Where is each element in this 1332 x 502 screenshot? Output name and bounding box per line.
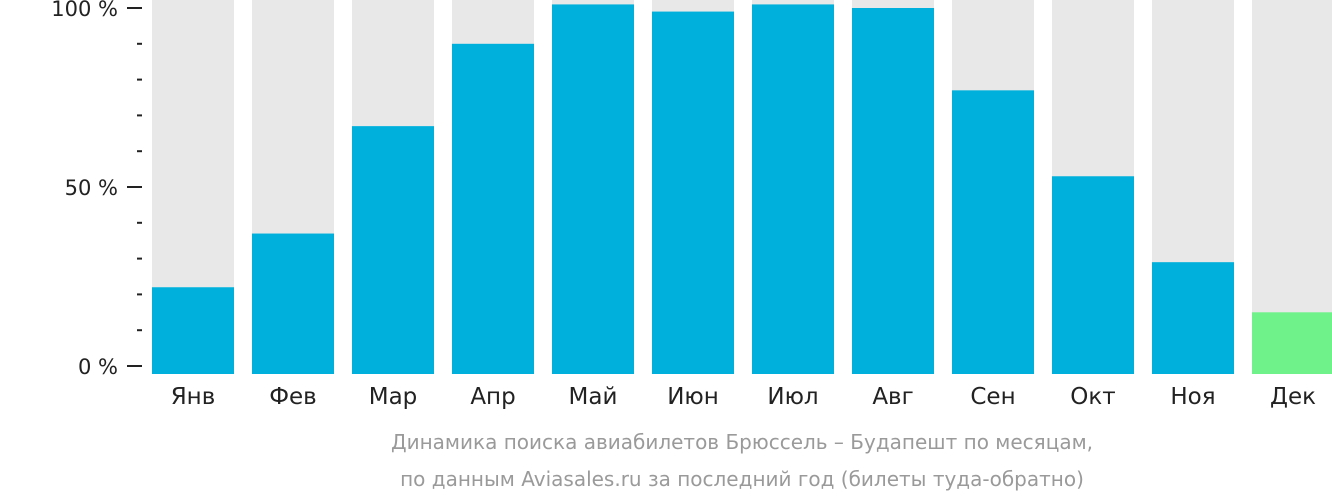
x-tick-label-10: Окт	[1070, 384, 1115, 410]
bar-chart: Янв Фев Мар Апр Май Июн Июл Авг Сен Окт Ноя Дек 100 …	[51, 0, 1332, 410]
bar-7	[752, 4, 834, 374]
x-tick-label-9: Сен	[970, 384, 1015, 410]
bar-4	[452, 43, 534, 375]
bar-6	[652, 11, 734, 375]
bar-8	[852, 8, 934, 374]
x-tick-label-1: Янв	[171, 384, 216, 410]
y-tick-label-50: 50 %	[65, 176, 118, 200]
x-tick-label-8: Авг	[872, 384, 913, 410]
bar-2	[252, 233, 334, 374]
x-tick-label-2: Фев	[269, 384, 317, 410]
y-tick-label-100: 100 %	[51, 0, 118, 21]
x-tick-label-7: Июл	[767, 384, 818, 410]
bar-11	[1152, 262, 1234, 374]
x-tick-label-4: Апр	[470, 384, 515, 410]
bar-3	[352, 126, 434, 374]
chart-caption-line-1: Динамика поиска авиабилетов Брюссель – Б…	[390, 430, 1094, 454]
bar-5	[552, 4, 634, 374]
bar-9	[952, 90, 1034, 374]
bar-12	[1252, 312, 1332, 374]
y-tick-label-0: 0 %	[78, 355, 118, 379]
chart-caption-line-2: по данным Aviasales.ru за последний год …	[400, 467, 1084, 491]
x-tick-label-5: Май	[569, 384, 618, 410]
x-tick-label-12: Дек	[1270, 384, 1316, 410]
bar-background-12	[1252, 0, 1332, 374]
bar-1	[152, 287, 234, 374]
x-tick-label-6: Июн	[667, 384, 719, 410]
x-tick-label-3: Мар	[369, 384, 418, 410]
bar-10	[1052, 176, 1134, 374]
x-tick-label-11: Ноя	[1170, 384, 1215, 410]
